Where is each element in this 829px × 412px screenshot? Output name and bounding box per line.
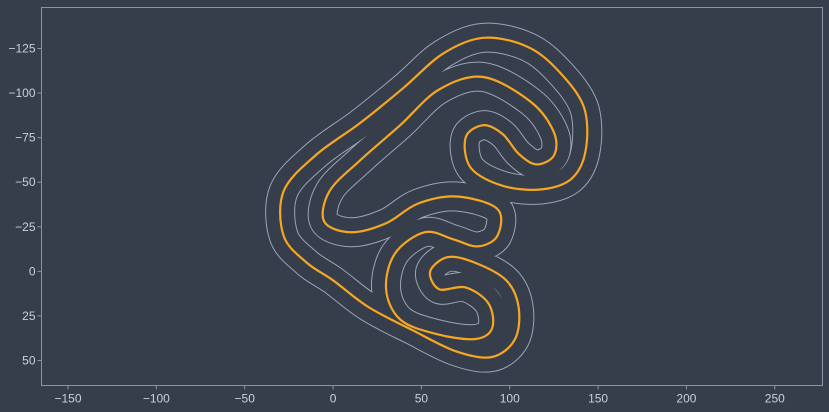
racing-line-layer <box>279 36 589 359</box>
racing-line <box>279 36 589 359</box>
x-tick-label: −50 <box>235 392 256 406</box>
x-tick-label: −150 <box>54 392 81 406</box>
x-tick-label: 150 <box>588 392 608 406</box>
x-tick-label: −100 <box>143 392 170 406</box>
x-tick-label: 50 <box>415 392 429 406</box>
x-tick-label: 250 <box>765 392 785 406</box>
x-tick-label: 100 <box>500 392 520 406</box>
y-tick-label: 25 <box>22 309 36 323</box>
y-tick-label: −75 <box>15 131 36 145</box>
y-tick-label: −25 <box>15 220 36 234</box>
y-tick-label: −125 <box>8 42 35 56</box>
axis-ticks: −150 −100 −50 0 50 100 150 200 250−125−100−75−50… <box>8 42 785 406</box>
y-tick-label: −100 <box>8 86 35 100</box>
x-tick-label: 200 <box>676 392 696 406</box>
plot-frame <box>41 7 823 386</box>
x-tick-label: 0 <box>330 392 337 406</box>
y-tick-label: 0 <box>29 264 36 278</box>
y-tick-label: −50 <box>15 175 36 189</box>
y-tick-label: 50 <box>22 354 36 368</box>
